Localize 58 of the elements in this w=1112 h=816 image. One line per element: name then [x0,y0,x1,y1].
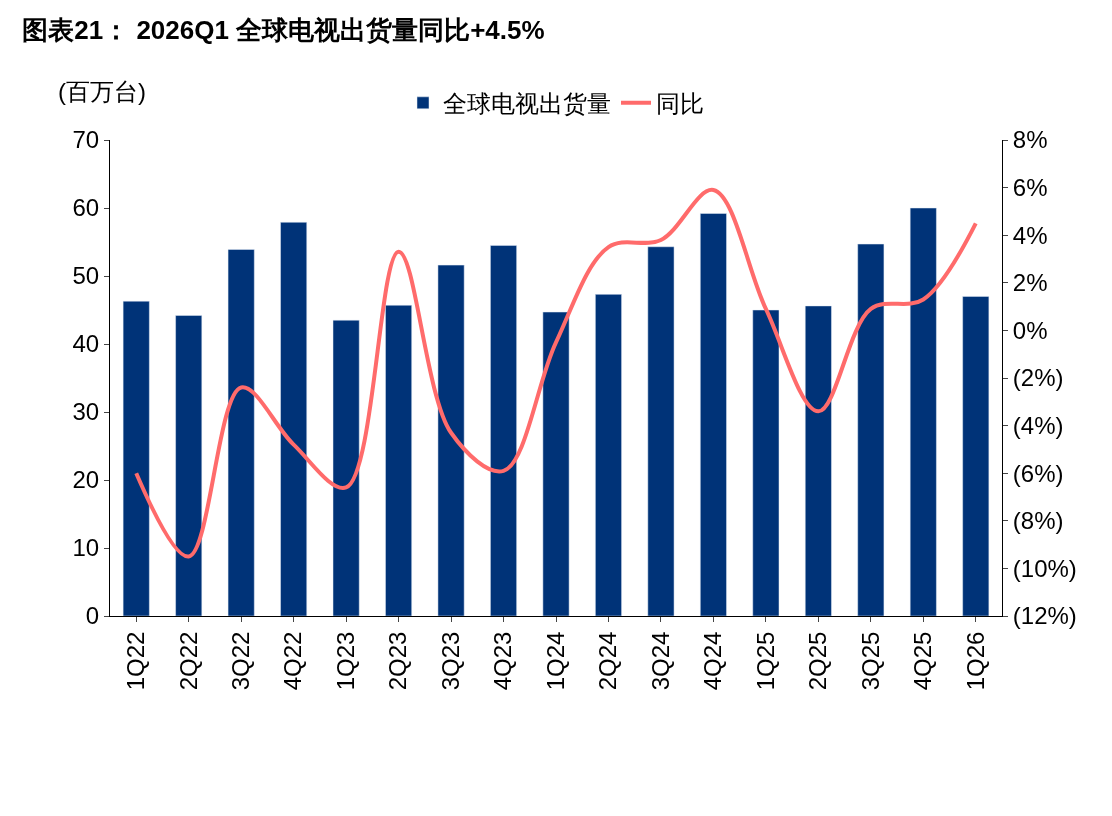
y-tick-label: 50 [72,262,100,290]
bar [962,296,990,616]
bar [332,319,360,616]
y2-tick-label: (4%) [1012,412,1064,439]
y-tick-label: 40 [72,330,100,358]
y2-tick-label: (10%) [1012,554,1077,582]
bar [542,311,570,616]
y-tick-label: 30 [72,398,100,426]
x-tick-label: 2Q25 [804,631,832,691]
line-series [134,187,978,559]
bar [909,207,937,616]
bar [175,315,203,616]
y-tick-label: 60 [72,194,100,222]
x-tick-label: 4Q22 [279,631,307,691]
bar [227,249,255,616]
bar [752,309,780,616]
y2-tick-label: 6% [1012,174,1048,201]
y2-tick-label: (6%) [1012,459,1064,487]
bar [857,243,885,616]
x-tick-label: 1Q24 [541,631,569,691]
y2-tick-label: (12%) [1012,602,1077,630]
x-tick-label: 1Q25 [751,631,779,691]
y2-tick-label: (2%) [1012,364,1064,392]
y2-tick-label: (8%) [1012,507,1064,535]
x-tick-label: 3Q22 [226,631,254,691]
bar [647,246,675,616]
chart-title: 图表21： 2026Q1 全球电视出货量同比+4.5% [22,14,545,45]
x-tick-label: 1Q26 [961,631,989,691]
bar [490,245,517,616]
x-tick-label: 4Q23 [489,631,517,691]
legend-label: 同比 [656,90,704,118]
x-tick-label: 4Q24 [699,631,727,691]
y-tick-label: 70 [72,126,100,154]
bar [280,222,308,616]
x-tick-label: 3Q24 [646,631,674,691]
x-tick-label: 2Q24 [594,631,622,691]
y-tick-label: 10 [72,534,100,562]
y2-tick-label: 2% [1012,269,1048,297]
bar [700,213,727,616]
bar [385,304,412,616]
y2-tick-label: 4% [1012,221,1048,249]
y-tick-label: 20 [72,466,100,494]
x-tick-label: 4Q25 [909,631,937,691]
x-tick-label: 1Q23 [331,631,359,691]
y2-tick-label: 8% [1012,126,1048,154]
x-tick-label: 3Q23 [436,631,464,691]
bar [122,300,150,616]
y-tick-label: 0 [85,602,100,630]
x-tick-label: 3Q25 [856,631,884,691]
legend-label: 全球电视出货量 [443,90,611,118]
bar [595,294,622,616]
bar [437,264,465,616]
x-tick-label: 2Q23 [384,631,412,691]
y-axis-title: (百万台) [58,78,146,105]
y2-tick-label: 0% [1012,316,1048,344]
x-tick-label: 2Q22 [174,631,202,691]
x-tick-label: 1Q22 [122,631,150,691]
bar [804,305,832,616]
